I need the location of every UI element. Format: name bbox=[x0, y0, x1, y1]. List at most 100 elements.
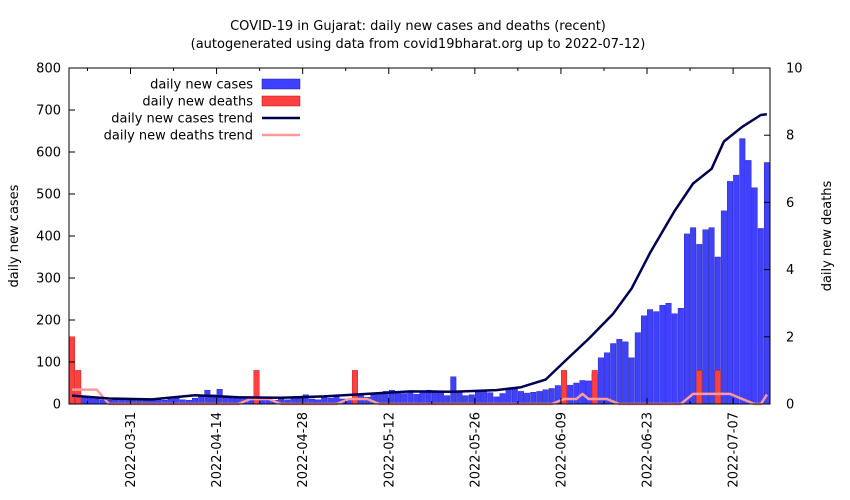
y2-axis: 0 2 4 6 8 10 bbox=[764, 62, 803, 413]
x-tick-label: 2022-03-31 bbox=[124, 412, 139, 488]
case-bar bbox=[511, 388, 518, 405]
case-bar bbox=[438, 391, 444, 405]
y2-tick-label: 4 bbox=[786, 263, 794, 278]
x-tick-label: 2022-06-09 bbox=[554, 412, 569, 488]
chart-title: COVID-19 in Gujarat: daily new cases and… bbox=[230, 19, 606, 34]
case-bar bbox=[647, 309, 654, 405]
trend-lines bbox=[72, 112, 768, 406]
x-tick-label: 2022-04-14 bbox=[210, 412, 225, 488]
case-bar bbox=[567, 384, 574, 405]
case-bar bbox=[395, 392, 401, 405]
chart-subtitle: (autogenerated using data from covid19bh… bbox=[191, 37, 646, 52]
case-bar bbox=[720, 210, 727, 405]
case-bar bbox=[536, 391, 543, 405]
y-tick-label: 700 bbox=[36, 104, 61, 119]
case-bar bbox=[745, 160, 752, 405]
case-bar bbox=[499, 393, 506, 405]
legend: daily new cases daily new deaths daily new… bbox=[104, 78, 301, 144]
case-bar bbox=[622, 341, 629, 405]
case-bar bbox=[419, 391, 426, 405]
case-bar bbox=[401, 393, 408, 405]
case-bar bbox=[616, 339, 623, 405]
x-tick-label: 2022-05-26 bbox=[468, 412, 483, 488]
case-bar bbox=[542, 389, 549, 405]
case-bar bbox=[708, 227, 715, 405]
case-bar bbox=[456, 391, 463, 405]
case-bar bbox=[604, 352, 611, 405]
case-bar bbox=[739, 138, 746, 405]
y-tick-label: 0 bbox=[53, 398, 61, 413]
death-bar bbox=[69, 336, 76, 405]
y-tick-label: 400 bbox=[36, 230, 61, 245]
legend-deaths-swatch bbox=[261, 95, 301, 107]
case-bar bbox=[634, 332, 641, 405]
case-bar bbox=[407, 392, 414, 405]
cases-trend-line bbox=[72, 112, 768, 401]
case-bar bbox=[481, 391, 488, 405]
case-bar bbox=[505, 389, 512, 405]
case-bar bbox=[684, 233, 690, 405]
y2-tick-label: 6 bbox=[786, 196, 794, 211]
x-tick-label: 2022-05-12 bbox=[382, 412, 397, 488]
y-axis: 0 100 200 300 400 500 600 700 800 bbox=[36, 62, 75, 413]
case-bar bbox=[702, 229, 709, 405]
case-bar bbox=[548, 388, 555, 405]
case-bar bbox=[757, 228, 764, 405]
x-axis: 2022-03-31 2022-04-14 2022-04-28 2022-05-12… bbox=[86, 68, 742, 488]
y2-tick-label: 8 bbox=[786, 129, 794, 144]
case-bar bbox=[690, 227, 697, 405]
death-bar bbox=[75, 370, 82, 405]
case-bar bbox=[487, 392, 494, 405]
case-bar bbox=[653, 311, 660, 405]
y-tick-label: 500 bbox=[36, 188, 61, 203]
case-bar bbox=[468, 394, 475, 405]
case-bar bbox=[573, 382, 580, 405]
case-bar bbox=[450, 376, 457, 405]
case-bar bbox=[628, 357, 635, 405]
x-tick-label: 2022-04-28 bbox=[296, 412, 311, 488]
case-bar bbox=[610, 343, 617, 405]
x-tick-label: 2022-07-07 bbox=[727, 412, 742, 488]
case-bar bbox=[474, 392, 481, 405]
case-bar bbox=[659, 305, 666, 405]
cases-bars bbox=[69, 138, 770, 405]
case-bar bbox=[733, 174, 740, 405]
case-bar bbox=[585, 380, 592, 405]
y-tick-label: 600 bbox=[36, 146, 61, 161]
death-bar bbox=[696, 370, 703, 405]
case-bar bbox=[597, 357, 604, 405]
y-tick-label: 300 bbox=[36, 272, 61, 287]
legend-deaths-trend-label: daily new deaths trend bbox=[104, 129, 253, 144]
legend-cases-swatch bbox=[261, 78, 301, 90]
y2-tick-label: 10 bbox=[786, 62, 803, 77]
y2-axis-label: daily new deaths bbox=[820, 180, 835, 291]
legend-cases-label: daily new cases bbox=[150, 78, 253, 93]
case-bar bbox=[640, 315, 647, 405]
case-bar bbox=[524, 392, 531, 405]
x-tick-label: 2022-06-23 bbox=[641, 412, 656, 488]
y2-tick-label: 0 bbox=[786, 398, 794, 413]
deaths-trend-line bbox=[72, 388, 768, 406]
death-bar bbox=[714, 370, 721, 405]
y-axis-label: daily new cases bbox=[7, 184, 22, 287]
case-bar bbox=[444, 395, 451, 405]
case-bar bbox=[763, 162, 770, 405]
legend-deaths-label: daily new deaths bbox=[142, 95, 253, 110]
case-bar bbox=[727, 181, 733, 405]
case-bar bbox=[665, 303, 672, 405]
case-bar bbox=[517, 391, 524, 405]
case-bar bbox=[530, 392, 537, 405]
case-bar bbox=[671, 313, 678, 405]
case-bar bbox=[677, 308, 684, 405]
case-bar bbox=[751, 187, 758, 405]
y-tick-label: 100 bbox=[36, 356, 61, 371]
case-bar bbox=[93, 398, 100, 405]
case-bar bbox=[579, 380, 586, 405]
y2-tick-label: 2 bbox=[786, 330, 794, 345]
case-bar bbox=[462, 395, 469, 405]
legend-cases-trend-label: daily new cases trend bbox=[111, 112, 253, 127]
y-tick-label: 200 bbox=[36, 314, 61, 329]
case-bar bbox=[413, 394, 420, 405]
y-tick-label: 800 bbox=[36, 62, 61, 77]
